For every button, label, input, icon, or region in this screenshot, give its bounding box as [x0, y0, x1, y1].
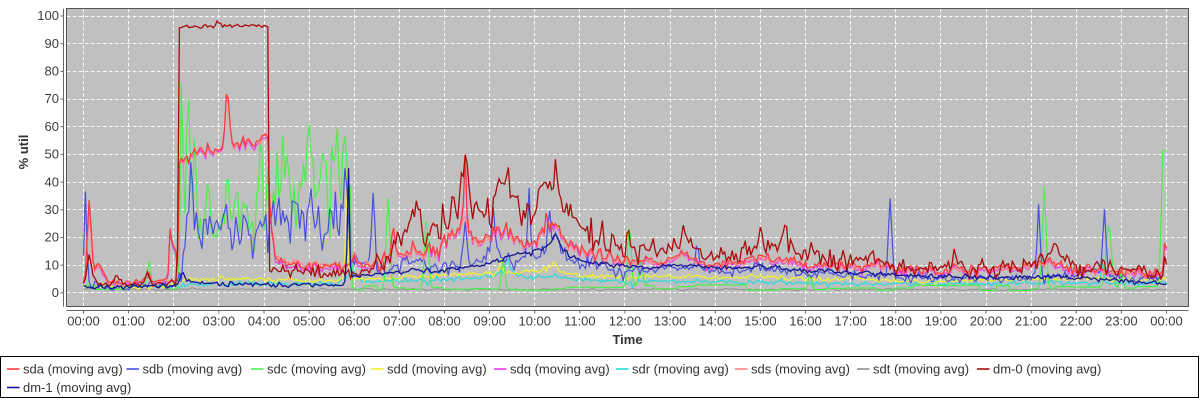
svg-text:10:00: 10:00 — [518, 314, 551, 329]
svg-text:00:00: 00:00 — [67, 314, 100, 329]
svg-text:sdc (moving avg): sdc (moving avg) — [267, 362, 366, 377]
svg-text:sdb (moving avg): sdb (moving avg) — [143, 362, 243, 377]
svg-text:70: 70 — [45, 91, 59, 106]
svg-text:80: 80 — [45, 64, 59, 79]
svg-text:30: 30 — [45, 202, 59, 217]
svg-text:21:00: 21:00 — [1015, 314, 1048, 329]
svg-text:20:00: 20:00 — [970, 314, 1003, 329]
svg-text:04:00: 04:00 — [248, 314, 281, 329]
svg-text:% util: % util — [16, 135, 31, 170]
svg-text:sdd (moving avg): sdd (moving avg) — [387, 362, 487, 377]
svg-text:Time: Time — [612, 332, 642, 347]
svg-text:17:00: 17:00 — [834, 314, 867, 329]
svg-text:16:00: 16:00 — [789, 314, 822, 329]
svg-text:02:00: 02:00 — [157, 314, 190, 329]
svg-text:09:00: 09:00 — [473, 314, 506, 329]
svg-text:sdr (moving avg): sdr (moving avg) — [632, 362, 729, 377]
svg-text:20: 20 — [45, 230, 59, 245]
svg-text:08:00: 08:00 — [428, 314, 461, 329]
svg-text:12:00: 12:00 — [609, 314, 642, 329]
svg-text:sds (moving avg): sds (moving avg) — [751, 362, 850, 377]
svg-text:14:00: 14:00 — [699, 314, 732, 329]
svg-text:60: 60 — [45, 119, 59, 134]
svg-text:06:00: 06:00 — [338, 314, 371, 329]
svg-text:40: 40 — [45, 174, 59, 189]
svg-text:05:00: 05:00 — [293, 314, 326, 329]
svg-text:23:00: 23:00 — [1105, 314, 1138, 329]
svg-text:07:00: 07:00 — [383, 314, 416, 329]
svg-text:50: 50 — [45, 147, 59, 162]
svg-text:sdq (moving avg): sdq (moving avg) — [510, 362, 610, 377]
svg-text:dm-1 (moving avg): dm-1 (moving avg) — [23, 380, 131, 395]
svg-text:0: 0 — [52, 285, 59, 300]
svg-text:11:00: 11:00 — [564, 314, 596, 329]
svg-text:19:00: 19:00 — [925, 314, 958, 329]
svg-text:sdt (moving avg): sdt (moving avg) — [873, 362, 969, 377]
svg-text:00:00: 00:00 — [1150, 314, 1183, 329]
svg-text:15:00: 15:00 — [744, 314, 777, 329]
svg-text:18:00: 18:00 — [879, 314, 912, 329]
svg-text:sda (moving avg): sda (moving avg) — [23, 362, 123, 377]
svg-text:03:00: 03:00 — [203, 314, 236, 329]
svg-text:01:00: 01:00 — [112, 314, 145, 329]
svg-text:13:00: 13:00 — [654, 314, 687, 329]
svg-text:100: 100 — [37, 8, 59, 23]
svg-text:22:00: 22:00 — [1060, 314, 1093, 329]
svg-text:90: 90 — [45, 36, 59, 51]
svg-text:10: 10 — [45, 257, 59, 272]
svg-text:dm-0 (moving avg): dm-0 (moving avg) — [993, 362, 1101, 377]
